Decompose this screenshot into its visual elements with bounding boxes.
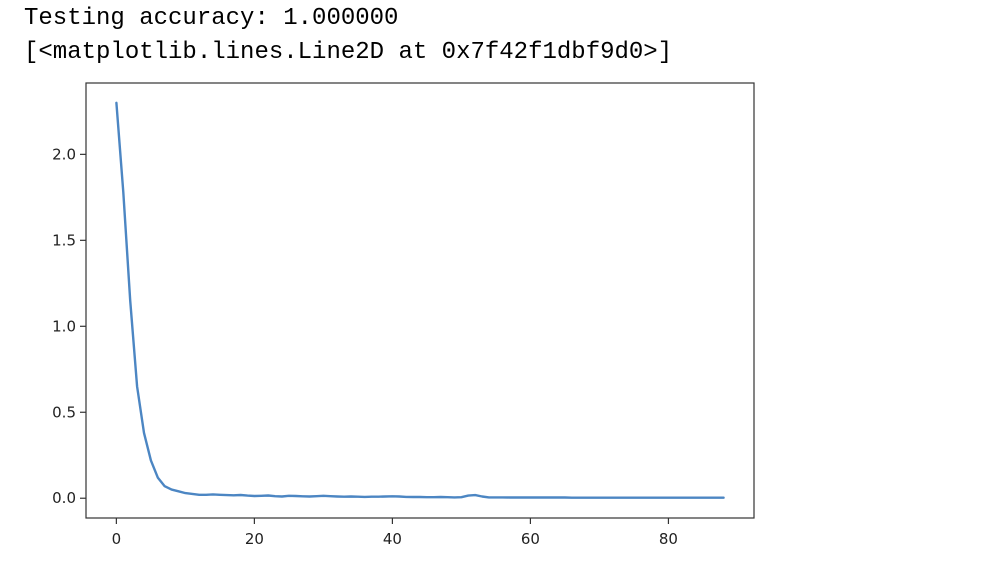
x-tick-label: 20 <box>245 530 264 548</box>
x-tick-label: 40 <box>383 530 402 548</box>
y-tick-label: 2.0 <box>52 145 76 163</box>
output-text-accuracy: Testing accuracy: 1.000000 <box>24 5 399 32</box>
y-tick-label: 0.0 <box>52 489 76 507</box>
x-tick-label: 80 <box>659 530 678 548</box>
x-tick-label: 60 <box>521 530 540 548</box>
y-tick-label: 1.0 <box>52 317 76 335</box>
axes-frame <box>85 82 755 519</box>
y-tick-label: 1.5 <box>52 231 76 249</box>
y-tick-label: 0.5 <box>52 403 76 421</box>
axis-ticks: 0 20 40 60 80 0.0 0.5 1.0 1.5 2.0 <box>52 145 678 548</box>
series-line <box>115 101 725 499</box>
x-tick-label: 0 <box>112 530 122 548</box>
plot-area <box>86 83 754 518</box>
output-text-line2d-repr: [<matplotlib.lines.Line2D at 0x7f42f1dbf… <box>24 39 673 66</box>
